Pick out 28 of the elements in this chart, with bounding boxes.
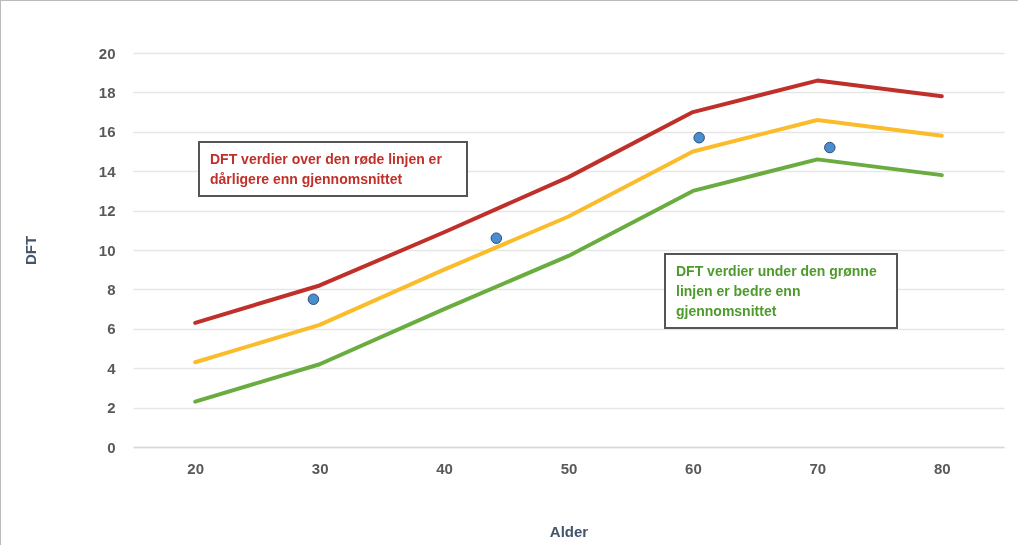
y-tick-label: 10 [98, 241, 116, 259]
point [307, 293, 320, 305]
y-tick-label: 0 [107, 438, 116, 456]
y-tick-label: 2 [107, 399, 116, 417]
y-tick-label: 16 [98, 123, 116, 141]
line-series [193, 78, 944, 325]
point [824, 141, 836, 154]
y-tick-label: 14 [98, 162, 117, 180]
x-tick-label: 60 [685, 459, 702, 477]
point [490, 232, 503, 244]
point [693, 131, 705, 144]
y-tick-label: 18 [98, 83, 116, 101]
y-tick-label: 20 [98, 44, 116, 62]
y-tick-label: 8 [107, 280, 116, 298]
x-tick-label: 40 [436, 459, 453, 477]
y-tick-label: 12 [98, 202, 116, 220]
annotation: DFT verdier over den røde linjen er dårligere enn gjennomsnittet [198, 141, 468, 197]
x-tick-label: 70 [809, 459, 827, 477]
x-axis-title: Alder [549, 522, 589, 540]
x-tick-label: 30 [311, 459, 329, 477]
y-tick-label: 4 [107, 359, 117, 377]
line-series [193, 117, 944, 365]
y-tick-label: 6 [107, 320, 116, 338]
annotation: DFT verdier under den grønne linjen er bedre enn gjennomsnittet [664, 253, 898, 329]
x-tick-label: 80 [933, 459, 951, 477]
x-tick-label: 50 [560, 459, 578, 477]
x-tick-label: 20 [187, 459, 205, 477]
y-axis-title: DFT [21, 235, 39, 266]
